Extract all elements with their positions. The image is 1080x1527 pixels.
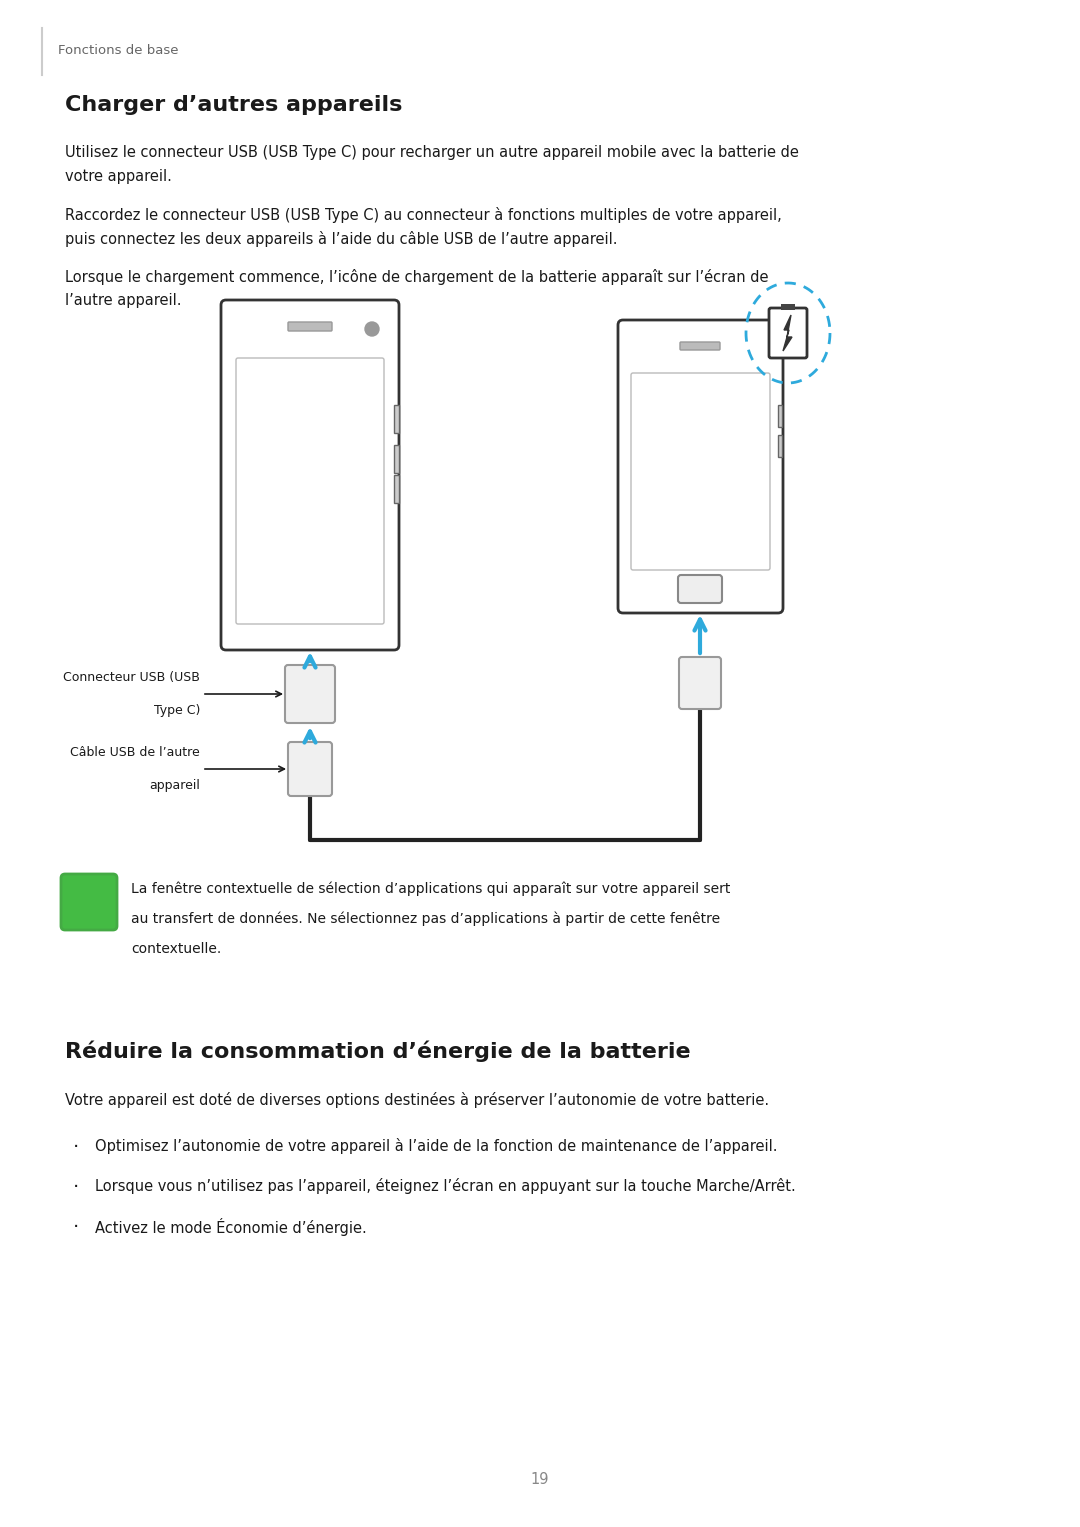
- Text: Votre appareil est doté de diverses options destinées à préserver l’autonomie de: Votre appareil est doté de diverses opti…: [65, 1092, 769, 1109]
- FancyBboxPatch shape: [288, 742, 332, 796]
- Text: appareil: appareil: [149, 779, 200, 793]
- Text: Câble USB de l’autre: Câble USB de l’autre: [70, 747, 200, 759]
- Text: l’autre appareil.: l’autre appareil.: [65, 293, 181, 308]
- Bar: [394, 405, 399, 434]
- Text: ·: ·: [73, 1138, 79, 1157]
- Text: Raccordez le connecteur USB (USB Type C) au connecteur à fonctions multiples de : Raccordez le connecteur USB (USB Type C)…: [65, 208, 782, 223]
- Text: ♁: ♁: [303, 760, 316, 777]
- Bar: [781, 304, 795, 310]
- Text: au transfert de données. Ne sélectionnez pas d’applications à partir de cette fe: au transfert de données. Ne sélectionnez…: [131, 912, 720, 927]
- Text: Type C): Type C): [153, 704, 200, 718]
- FancyBboxPatch shape: [60, 873, 117, 930]
- FancyBboxPatch shape: [237, 357, 384, 625]
- Text: ·: ·: [73, 1177, 79, 1197]
- Text: Activez le mode Économie d’énergie.: Activez le mode Économie d’énergie.: [95, 1219, 367, 1235]
- Circle shape: [365, 322, 379, 336]
- Text: ✏: ✏: [79, 890, 99, 915]
- Text: Utilisez le connecteur USB (USB Type C) pour recharger un autre appareil mobile : Utilisez le connecteur USB (USB Type C) …: [65, 145, 799, 160]
- Text: Votre appareil: Votre appareil: [259, 467, 361, 483]
- Text: ·: ·: [73, 1219, 79, 1237]
- FancyBboxPatch shape: [680, 342, 720, 350]
- FancyBboxPatch shape: [631, 373, 770, 570]
- Text: contextuelle.: contextuelle.: [131, 942, 221, 956]
- Text: Fonctions de base: Fonctions de base: [58, 43, 178, 56]
- FancyBboxPatch shape: [618, 321, 783, 612]
- FancyBboxPatch shape: [285, 664, 335, 722]
- Text: Lorsque vous n’utilisez pas l’appareil, éteignez l’écran en appuyant sur la touc: Lorsque vous n’utilisez pas l’appareil, …: [95, 1177, 796, 1194]
- Bar: [778, 405, 782, 428]
- FancyBboxPatch shape: [221, 299, 399, 651]
- Text: SAMSUNG: SAMSUNG: [294, 692, 326, 696]
- Text: puis connectez les deux appareils à l’aide du câble USB de l’autre appareil.: puis connectez les deux appareils à l’ai…: [65, 231, 618, 247]
- FancyBboxPatch shape: [679, 657, 721, 709]
- Text: Réduire la consommation d’énergie de la batterie: Réduire la consommation d’énergie de la …: [65, 1040, 690, 1061]
- Text: 19: 19: [530, 1472, 550, 1487]
- FancyBboxPatch shape: [288, 322, 332, 331]
- Bar: [778, 435, 782, 457]
- Text: ♁: ♁: [694, 675, 705, 690]
- FancyBboxPatch shape: [678, 576, 723, 603]
- Text: votre appareil.: votre appareil.: [65, 169, 172, 183]
- FancyBboxPatch shape: [769, 308, 807, 357]
- Text: La fenêtre contextuelle de sélection d’applications qui apparaît sur votre appar: La fenêtre contextuelle de sélection d’a…: [131, 883, 730, 896]
- Text: Connecteur USB (USB: Connecteur USB (USB: [63, 670, 200, 684]
- Text: Optimisez l’autonomie de votre appareil à l’aide de la fonction de maintenance d: Optimisez l’autonomie de votre appareil …: [95, 1138, 778, 1154]
- Text: Lorsque le chargement commence, l’icône de chargement de la batterie apparaît su: Lorsque le chargement commence, l’icône …: [65, 269, 769, 286]
- Bar: [394, 475, 399, 502]
- Text: L’autre appareil: L’autre appareil: [643, 458, 758, 473]
- Polygon shape: [783, 315, 792, 351]
- Bar: [394, 444, 399, 473]
- Text: Charger d’autres appareils: Charger d’autres appareils: [65, 95, 403, 115]
